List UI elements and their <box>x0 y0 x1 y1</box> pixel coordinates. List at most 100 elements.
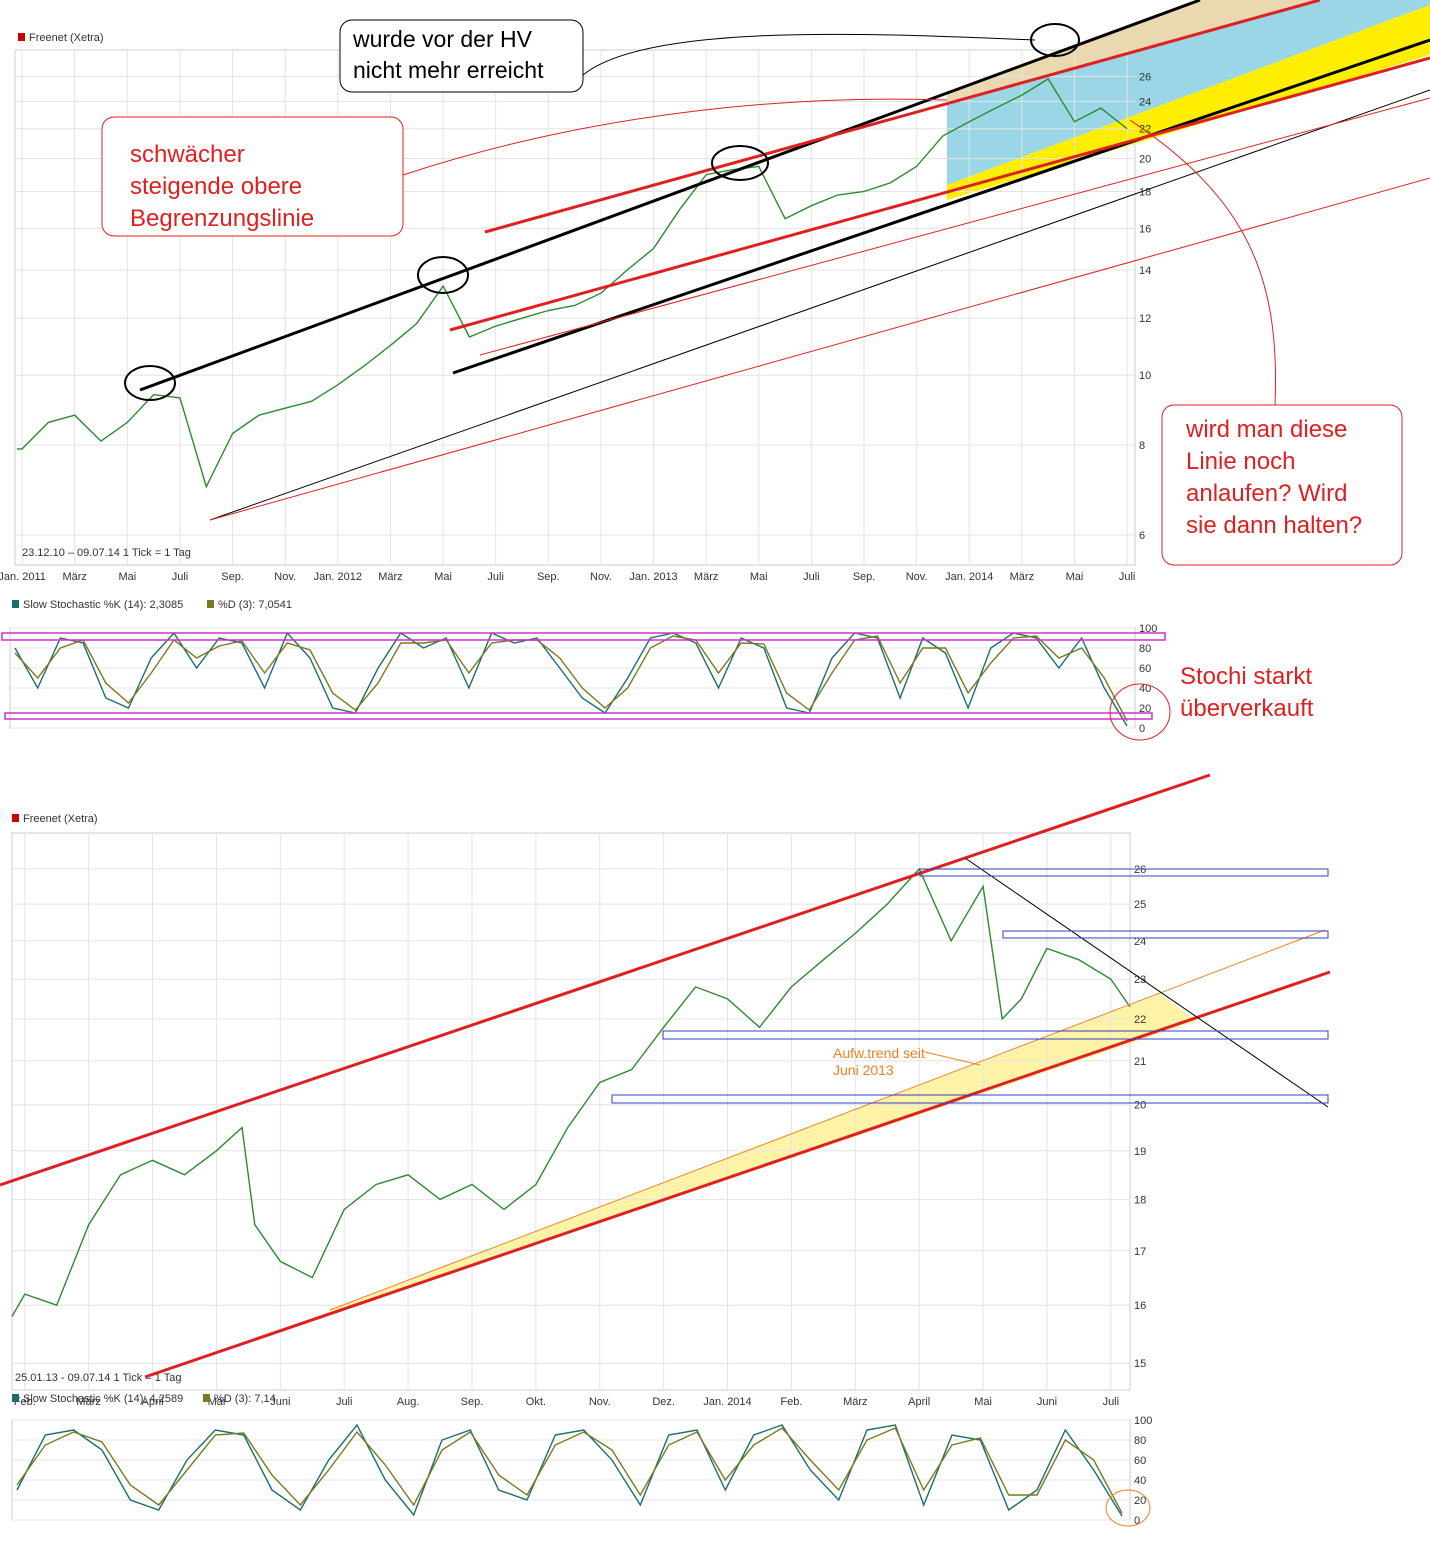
note-text: steigende obere <box>130 173 302 200</box>
y-tick-label: 60 <box>1139 663 1151 675</box>
note-text: Begrenzungslinie <box>130 205 314 232</box>
x-tick-label: Jan. 2014 <box>703 1396 751 1408</box>
x-tick-label: Jan. 2011 <box>0 571 46 583</box>
x-tick-label: Juli <box>1119 571 1136 583</box>
legend-swatch <box>203 1394 210 1402</box>
x-tick-label: Juli <box>1103 1396 1120 1408</box>
x-tick-label: Okt. <box>526 1396 546 1408</box>
y-tick-label: 80 <box>1139 643 1151 655</box>
note-text: überverkauft <box>1180 695 1314 722</box>
x-tick-label: Dez. <box>652 1396 675 1408</box>
y-tick-label: 19 <box>1134 1146 1146 1158</box>
y-tick-label: 80 <box>1134 1435 1146 1447</box>
x-tick-label: Juli <box>487 571 504 583</box>
note-text: Linie noch <box>1186 448 1295 475</box>
x-tick-label: März <box>1010 571 1034 583</box>
x-tick-label: Juni <box>270 1396 290 1408</box>
x-tick-label: März <box>843 1396 867 1408</box>
y-tick-label: 15 <box>1134 1358 1146 1370</box>
y-tick-label: 60 <box>1134 1455 1146 1467</box>
note-box <box>1161 404 1403 566</box>
legend-swatch <box>12 600 19 608</box>
level <box>611 1094 1329 1104</box>
trend-line <box>964 857 1329 1108</box>
note-text: wurde vor der HV <box>352 26 533 52</box>
y-tick-label: 40 <box>1139 683 1151 695</box>
legend-swatch <box>18 33 25 41</box>
legend-label: %D (3): 7,0541 <box>218 599 292 611</box>
x-tick-label: Sep. <box>537 571 560 583</box>
x-tick-label: Mai <box>208 1396 226 1408</box>
note-box <box>339 19 584 93</box>
callout <box>582 33 1036 76</box>
price-line <box>14 631 1128 727</box>
note-text: schwächer <box>130 141 245 168</box>
panel <box>11 832 1131 1391</box>
y-tick-label: 20 <box>1139 703 1151 715</box>
trend-line <box>329 929 1326 1311</box>
y-tick-label: 26 <box>1134 864 1146 876</box>
y-tick-label: 14 <box>1139 265 1151 277</box>
band <box>1 632 1166 641</box>
price-line <box>14 635 1128 722</box>
x-tick-label: Feb. <box>14 1396 36 1408</box>
y-tick-label: 100 <box>1139 623 1157 635</box>
y-tick-label: 20 <box>1139 154 1151 166</box>
plot-area <box>11 1419 1131 1521</box>
trend-line <box>209 89 1430 521</box>
y-tick-label: 0 <box>1134 1515 1140 1527</box>
trend-line <box>144 970 1331 1379</box>
x-tick-label: Sep. <box>853 571 876 583</box>
x-tick-label: Jan. 2013 <box>629 571 677 583</box>
y-tick-label: 25 <box>1134 899 1146 911</box>
x-tick-label: Jan. 2012 <box>314 571 362 583</box>
x-tick-label: Juni <box>1037 1396 1057 1408</box>
x-tick-label: Juli <box>803 571 820 583</box>
legend-swatch <box>12 1394 19 1402</box>
circle-mark <box>124 365 176 401</box>
period-label: 25.01.13 - 09.07.14 1 Tick = 1 Tag <box>15 1372 181 1384</box>
y-tick-label: 21 <box>1134 1056 1146 1068</box>
price-line <box>16 1427 1123 1514</box>
y-tick-label: 23 <box>1134 974 1146 986</box>
circle-mark <box>417 256 469 294</box>
y-tick-label: 17 <box>1134 1246 1146 1258</box>
level <box>1002 930 1329 939</box>
x-tick-label: Mai <box>434 571 452 583</box>
y-tick-label: 22 <box>1134 1014 1146 1026</box>
legend-label: Slow Stochastic %K (14): 4,2589 <box>23 1393 183 1405</box>
x-tick-label: Nov. <box>590 571 612 583</box>
y-tick-label: 26 <box>1139 72 1151 84</box>
note-box <box>101 116 404 237</box>
circle-mark <box>711 145 769 181</box>
x-tick-label: Mai <box>1066 571 1084 583</box>
x-tick-label: Nov. <box>274 571 296 583</box>
y-tick-label: 100 <box>1134 1415 1152 1427</box>
y-tick-label: 40 <box>1134 1475 1146 1487</box>
y-tick-label: 8 <box>1139 440 1145 452</box>
zone-blue <box>947 0 1430 185</box>
panels: 6 8 10 12 14 16 18 20 22 24 26 Jan. 2011 März Mai Juli… <box>0 32 1157 1527</box>
legend-label: Freenet (Xetra) <box>23 813 98 825</box>
y-tick-label: 6 <box>1139 530 1145 542</box>
panel <box>11 1419 1131 1521</box>
legend-label: Freenet (Xetra) <box>29 32 104 44</box>
period-label: 23.12.10 – 09.07.14 1 Tick = 1 Tag <box>22 547 191 559</box>
trend-line <box>209 177 1430 521</box>
y-tick-label: 20 <box>1134 1495 1146 1507</box>
x-tick-label: Mai <box>750 571 768 583</box>
circle-mark <box>1030 23 1080 57</box>
note-text: Juni 2013 <box>833 1062 894 1078</box>
note-text: wird man diese <box>1185 416 1347 443</box>
y-tick-label: 0 <box>1139 723 1145 735</box>
y-tick-label: 24 <box>1139 97 1151 109</box>
trend-line <box>139 0 1201 392</box>
x-tick-label: März <box>694 571 718 583</box>
plot-area <box>11 832 1131 1391</box>
y-tick-label: 18 <box>1134 1194 1146 1206</box>
legend-swatch <box>207 600 214 608</box>
y-tick-label: 18 <box>1139 186 1151 198</box>
y-tick-label: 16 <box>1139 223 1151 235</box>
overlay-fills <box>330 0 1430 1314</box>
trend-line <box>484 0 1321 234</box>
